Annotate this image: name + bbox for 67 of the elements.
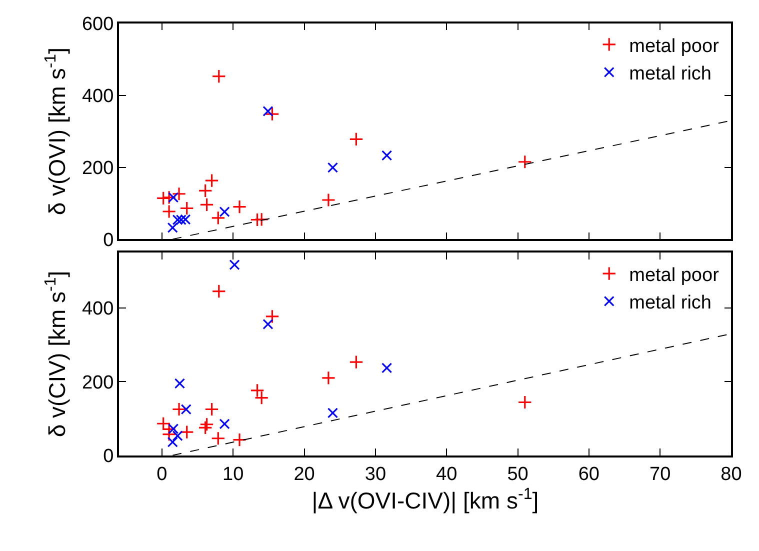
- y-tick-label: 600: [82, 14, 114, 36]
- x-tick-label: 40: [436, 464, 458, 485]
- point: [172, 430, 183, 442]
- point: [198, 420, 212, 435]
- x-tick-label: 10: [222, 464, 244, 485]
- x-axis-title: |Δ v(OVI-CIV)| [km s$^{-1}$]: [312, 484, 539, 514]
- x-tick-label: 0: [156, 464, 168, 485]
- point: [174, 378, 186, 389]
- point: [200, 417, 214, 432]
- point: [156, 191, 170, 206]
- point: [167, 222, 178, 233]
- y-tick-label: 200: [82, 158, 114, 179]
- x-tick-label: 80: [720, 464, 742, 485]
- point: [518, 395, 532, 410]
- point: [349, 354, 364, 370]
- point: [265, 106, 280, 122]
- point: [262, 318, 274, 330]
- x-tick-label: 30: [364, 464, 386, 485]
- point: [211, 210, 226, 226]
- point: [204, 402, 219, 416]
- y-tick-label: 0: [103, 230, 114, 251]
- point: [321, 370, 336, 386]
- point: [172, 402, 186, 416]
- point: [168, 423, 179, 434]
- x-tick-label: 50: [507, 464, 528, 485]
- point: [167, 436, 178, 448]
- y-tick-label: 0: [103, 446, 114, 467]
- x-tick-label: 60: [578, 464, 600, 485]
- legend-label: metal rich: [629, 64, 712, 85]
- point: [180, 404, 192, 415]
- legend-label: metal poor: [629, 264, 720, 286]
- point: [382, 362, 392, 374]
- y-tick-label: 400: [82, 86, 114, 107]
- point: [172, 186, 186, 201]
- point: [518, 154, 532, 169]
- point: [212, 69, 226, 84]
- point: [382, 150, 392, 161]
- legend-label: metal poor: [629, 36, 720, 57]
- x-tick-label: 70: [650, 464, 671, 485]
- point: [232, 200, 247, 214]
- point: [204, 173, 219, 188]
- point: [327, 408, 338, 418]
- point: [262, 106, 274, 116]
- point: [229, 260, 240, 270]
- point: [232, 432, 247, 447]
- point: [219, 206, 230, 218]
- point: [219, 418, 230, 430]
- point: [168, 192, 179, 203]
- point: [176, 214, 186, 226]
- point: [162, 204, 176, 219]
- point: [180, 201, 194, 216]
- legend-label: metal rich: [629, 292, 712, 314]
- y-tick-label: 400: [82, 298, 114, 320]
- point: [162, 190, 176, 205]
- y-tick-label: 200: [82, 372, 114, 394]
- point: [254, 212, 269, 226]
- point: [321, 192, 336, 208]
- point: [349, 132, 364, 146]
- point: [162, 427, 176, 442]
- point: [211, 431, 226, 446]
- point: [212, 284, 226, 298]
- x-tick-label: 20: [294, 464, 315, 485]
- point: [198, 184, 212, 198]
- point: [180, 424, 194, 440]
- point: [327, 162, 338, 173]
- point: [265, 309, 280, 324]
- point: [200, 198, 214, 212]
